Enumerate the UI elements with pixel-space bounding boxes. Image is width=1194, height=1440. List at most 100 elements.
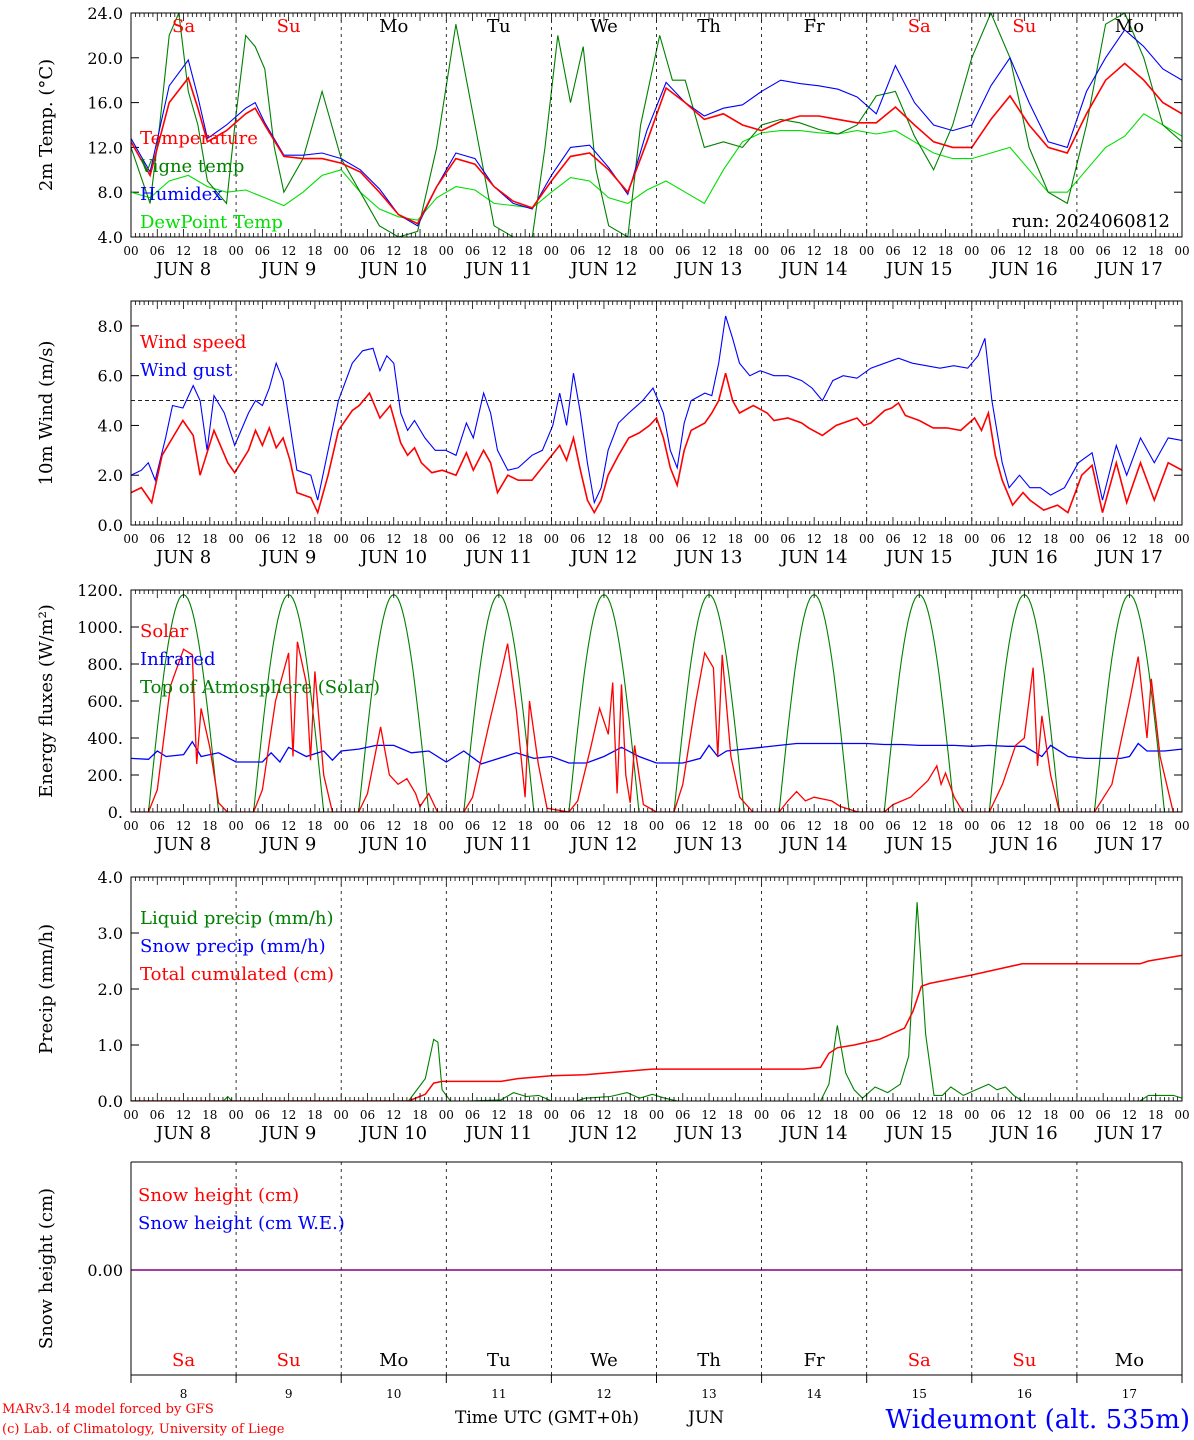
day-number: 13 [701,1387,716,1401]
x-tick-label: 00 [754,1108,769,1122]
date-label: JUN 17 [1094,1123,1163,1144]
x-tick-label: 12 [701,819,716,833]
date-label: JUN 14 [779,547,848,568]
x-tick-label: 18 [412,1108,427,1122]
x-tick-label: 06 [990,819,1005,833]
x-tick-label: 12 [1017,532,1032,546]
y-axis-label: Snow height (cm) [36,1188,57,1349]
x-tick-label: 00 [334,532,349,546]
x-tick-label: 18 [307,1108,322,1122]
x-tick-label: 06 [570,1108,585,1122]
y-tick-label: 1.0 [98,1036,123,1055]
day-name: Mo [379,1350,408,1371]
x-tick-label: 06 [885,244,900,258]
y-tick-label: 4.0 [98,868,123,887]
legend-entry: Wind speed [140,332,246,353]
x-tick-label: 06 [990,1108,1005,1122]
x-tick-label: 00 [123,1108,138,1122]
y-tick-label: 0.00 [87,1261,123,1280]
xaxis-month: JUN [686,1408,724,1428]
x-tick-label: 12 [386,819,401,833]
x-tick-label: 18 [938,532,953,546]
legend-entry: Snow precip (mm/h) [140,936,326,957]
x-tick-label: 18 [938,1108,953,1122]
day-name: Sa [908,1350,931,1371]
x-tick-label: 06 [465,1108,480,1122]
date-label: JUN 8 [154,834,211,855]
y-tick-label: 4.0 [98,228,123,247]
x-tick-label: 06 [780,244,795,258]
day-number: 12 [596,1387,611,1401]
day-name: Th [697,16,721,37]
y-axis-label: 10m Wind (m/s) [36,341,57,486]
legend-entry: Solar [140,621,189,642]
day-number: 16 [1017,1387,1032,1401]
day-name: Su [277,1350,301,1371]
x-tick-label: 18 [517,1108,532,1122]
x-tick-label: 18 [938,819,953,833]
y-tick-label: 1200. [77,581,123,600]
x-tick-label: 00 [544,1108,559,1122]
x-tick-label: 18 [728,244,743,258]
date-label: JUN 15 [884,547,953,568]
x-tick-label: 18 [307,532,322,546]
x-tick-label: 12 [807,1108,822,1122]
y-axis-label: Energy fluxes (W/m²) [36,604,57,798]
x-tick-label: 18 [1043,819,1058,833]
x-tick-label: 06 [465,819,480,833]
day-number: 8 [180,1387,188,1401]
x-tick-label: 06 [360,532,375,546]
date-label: JUN 9 [259,1123,316,1144]
x-tick-label: 12 [1017,819,1032,833]
y-tick-label: 24.0 [87,4,123,23]
date-label: JUN 9 [259,259,316,280]
x-tick-label: 12 [176,1108,191,1122]
x-tick-label: 00 [754,244,769,258]
x-tick-label: 06 [885,532,900,546]
y-axis-label: 2m Temp. (°C) [36,59,57,191]
x-tick-label: 06 [1096,532,1111,546]
x-tick-label: 18 [728,819,743,833]
x-tick-label: 00 [1069,532,1084,546]
y-tick-label: 0.0 [98,516,123,535]
x-tick-label: 06 [780,1108,795,1122]
x-tick-label: 12 [1122,819,1137,833]
x-tick-label: 12 [281,1108,296,1122]
x-tick-label: 00 [964,819,979,833]
x-tick-label: 06 [255,1108,270,1122]
y-tick-label: 400. [87,729,123,748]
date-label: JUN 15 [884,259,953,280]
x-tick-label: 18 [1043,1108,1058,1122]
x-tick-label: 00 [123,819,138,833]
y-tick-label: 2.0 [98,980,123,999]
x-tick-label: 12 [1017,1108,1032,1122]
x-tick-label: 12 [281,244,296,258]
x-tick-label: 06 [675,819,690,833]
day-name: Su [1012,16,1036,37]
x-tick-label: 12 [912,244,927,258]
x-tick-label: 12 [912,532,927,546]
date-label: JUN 16 [989,547,1058,568]
x-tick-label: 18 [833,1108,848,1122]
x-tick-label: 12 [596,1108,611,1122]
x-tick-label: 00 [754,819,769,833]
x-tick-label: 00 [859,244,874,258]
date-label: JUN 16 [989,834,1058,855]
x-tick-label: 00 [1174,819,1189,833]
date-label: JUN 8 [154,547,211,568]
x-tick-label: 00 [649,532,664,546]
x-tick-label: 12 [807,244,822,258]
x-tick-label: 06 [465,244,480,258]
x-tick-label: 06 [360,819,375,833]
x-tick-label: 18 [307,819,322,833]
date-label: JUN 14 [779,834,848,855]
credit-line-1: MARv3.14 model forced by GFS [2,1402,214,1417]
day-name: Sa [908,16,931,37]
series-line [131,62,1182,225]
y-tick-label: 0. [108,803,123,822]
energy-panel: 0. 200. 400. 600. 800. 1000. 1200. Solar Infrare… [36,581,1190,855]
date-label: JUN 11 [463,259,532,280]
day-name: We [590,1350,618,1371]
x-tick-label: 06 [1096,819,1111,833]
y-tick-label: 1000. [77,618,123,637]
